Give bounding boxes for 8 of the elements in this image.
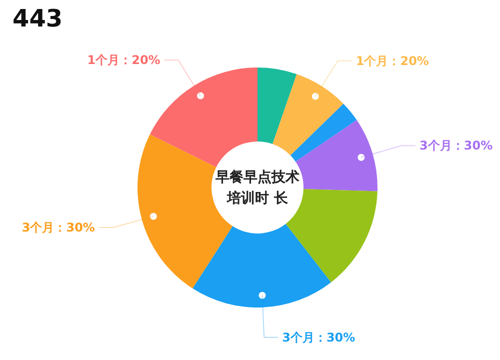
slice-label: 1个月：20% [356,54,429,68]
slice-label: 3个月：30% [420,138,493,153]
slice-label: 3个月：30% [282,330,356,344]
text: 培训时 长 [226,190,289,206]
slice-label: 1个月：20% [87,53,160,68]
text: 早餐早点技术 [214,170,300,186]
slice-label: 3个月：30% [22,220,95,235]
text: 443 [12,4,63,32]
